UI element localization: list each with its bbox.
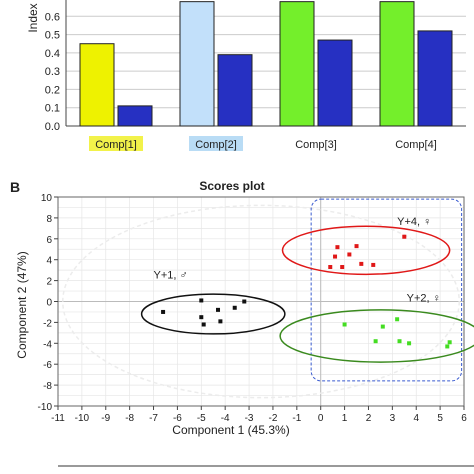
y-tick-label: -6 [43, 360, 52, 371]
bar-y-tick-label: 0.0 [45, 121, 60, 133]
y-tick-label: -4 [43, 339, 52, 350]
category-label-highlight [89, 136, 143, 151]
bar-category-label: Comp[4] [395, 139, 437, 151]
bar-y-tick-label: 0.3 [45, 66, 60, 78]
bar [317, 39, 353, 127]
scatter-point [333, 254, 338, 259]
scatter-point [342, 322, 347, 327]
x-tick-label: 1 [342, 413, 348, 424]
bar-category-label: Comp[2] [195, 139, 237, 151]
scatter-point [216, 307, 221, 312]
y-tick-label: 10 [41, 193, 53, 204]
bar-category-label: Comp[1] [95, 139, 137, 151]
scatter-point [161, 309, 166, 314]
group-label: Y+4, ♀ [397, 216, 431, 228]
scatter-point [201, 322, 206, 327]
x-tick-label: -10 [75, 413, 90, 424]
scatter-point [232, 305, 237, 310]
scatter-point [242, 299, 247, 304]
scatter-point [335, 245, 340, 250]
y-tick-label: -2 [43, 318, 52, 329]
y-tick-label: 4 [46, 256, 52, 267]
bar [279, 1, 315, 127]
scatter-point [218, 319, 223, 324]
group-label: Y+2, ♀ [407, 293, 441, 305]
group-ellipse [140, 293, 286, 335]
y-tick-label: -8 [43, 381, 52, 392]
bar-chart-panel: Index 0.0 0.1 0.2 0.3 0.4 0.5 0.6 Comp[1] Comp[2… [26, 0, 466, 151]
scatter-point [354, 244, 359, 249]
scatter-point [373, 339, 378, 344]
scatter-point [328, 265, 333, 270]
bar [79, 43, 115, 127]
x-tick-label: -1 [292, 413, 301, 424]
scatter-point [340, 265, 345, 270]
x-tick-label: -5 [197, 413, 206, 424]
bar [179, 1, 215, 127]
scatter-point [347, 252, 352, 257]
x-tick-label: -4 [221, 413, 230, 424]
confidence-ellipse [62, 204, 460, 399]
x-tick-label: 3 [390, 413, 396, 424]
x-tick-label: -3 [245, 413, 254, 424]
x-tick-label: -7 [149, 413, 158, 424]
bar-y-tick-label: 0.2 [45, 84, 60, 96]
x-tick-label: 5 [437, 413, 443, 424]
scatter-point [407, 341, 412, 346]
x-tick-label: 6 [461, 413, 467, 424]
scores-plot-title: Scores plot [199, 179, 264, 193]
x-tick-label: 2 [366, 413, 372, 424]
bar [117, 105, 153, 127]
scatter-point [199, 315, 204, 320]
bar [217, 54, 253, 127]
x-tick-label: -8 [125, 413, 134, 424]
y-tick-label: 6 [46, 235, 52, 246]
scatter-point [395, 317, 400, 322]
scatter-point [397, 339, 402, 344]
y-tick-label: 2 [46, 277, 52, 288]
bar-y-tick-label: 0.6 [45, 11, 60, 23]
scores-y-axis-label: Component 2 (47%) [15, 251, 29, 358]
x-tick-label: -6 [173, 413, 182, 424]
y-tick-label: 8 [46, 214, 52, 225]
scatter-point [359, 261, 364, 266]
x-tick-label: 0 [318, 413, 324, 424]
scatter-point [402, 234, 407, 239]
bar-y-tick-label: 0.5 [45, 30, 60, 42]
bar-y-tick-label: 0.4 [45, 48, 60, 60]
bar-y-tick-label: 0.1 [45, 103, 60, 115]
group-ellipse [279, 309, 474, 363]
scatter-point [447, 340, 452, 345]
female-group-box [310, 198, 463, 382]
scores-plot-panel: B Scores plot Component 1 (45.3%) Compon… [10, 179, 474, 437]
scatter-point [371, 262, 376, 267]
y-tick-label: 0 [46, 298, 52, 309]
group-label: Y+1, ♂ [154, 270, 188, 282]
category-label-highlight [189, 136, 243, 151]
scores-x-axis-label: Component 1 (45.3%) [172, 423, 289, 437]
bar-y-axis-label: Index [26, 3, 40, 32]
scatter-point [380, 324, 385, 329]
bar [417, 30, 453, 127]
scatter-point [445, 344, 450, 349]
group-ellipse [281, 225, 451, 276]
scatter-point [199, 298, 204, 303]
y-tick-label: -10 [38, 402, 53, 413]
panel-label-b: B [10, 179, 20, 195]
bar-category-label: Comp[3] [295, 139, 337, 151]
x-tick-label: -11 [51, 413, 65, 424]
bar [379, 1, 415, 127]
x-tick-label: -2 [268, 413, 277, 424]
x-tick-label: 4 [413, 413, 419, 424]
x-tick-label: -9 [101, 413, 110, 424]
